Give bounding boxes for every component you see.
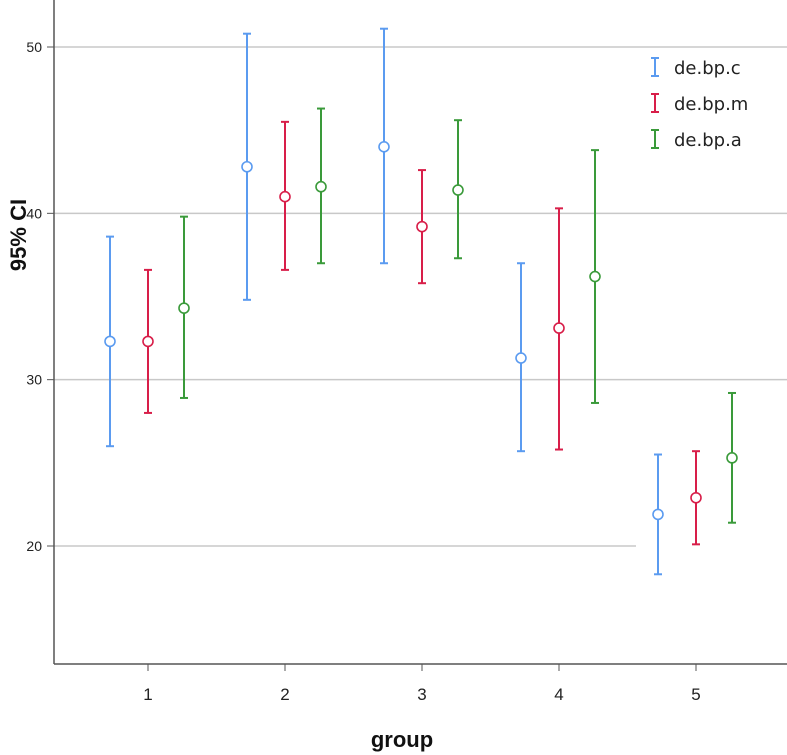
mean-marker-de.bp.c-4 — [515, 352, 527, 364]
legend-label-de.bp.a: de.bp.a — [674, 130, 742, 151]
mean-marker-de.bp.a-4 — [589, 270, 601, 283]
legend: de.bp.c de.bp.m de.bp.a — [651, 57, 748, 151]
mean-marker-de.bp.a-2 — [315, 180, 327, 193]
x-tick-label-4: 4 — [554, 685, 563, 704]
x-tick-label-1: 1 — [143, 685, 152, 704]
x-tick-label-2: 2 — [280, 685, 289, 704]
y-tick-label-40: 40 — [26, 205, 42, 221]
x-axis-title: group — [371, 727, 433, 752]
legend-label-de.bp.m: de.bp.m — [674, 94, 748, 115]
x-tick-label-5: 5 — [691, 685, 700, 704]
legend-label-de.bp.c: de.bp.c — [674, 58, 741, 79]
mean-marker-de.bp.c-2 — [241, 160, 253, 173]
mean-marker-de.bp.m-5 — [690, 491, 702, 504]
mean-marker-de.bp.m-1 — [142, 335, 154, 348]
legend-item-de.bp.c: de.bp.c — [651, 57, 741, 79]
gridlines — [54, 46, 787, 547]
error-bars — [104, 27, 738, 576]
y-tick-label-50: 50 — [26, 39, 42, 55]
mean-marker-de.bp.c-3 — [378, 141, 390, 153]
y-tick-label-30: 30 — [26, 372, 42, 388]
mean-marker-de.bp.m-2 — [279, 190, 291, 203]
series-de.bp.c — [104, 27, 664, 576]
x-axis-ticks: 1 2 3 4 5 — [143, 664, 701, 704]
mean-marker-de.bp.c-5 — [652, 508, 664, 521]
mean-marker-de.bp.a-5 — [726, 452, 738, 464]
series-de.bp.a — [178, 107, 738, 524]
y-axis-ticks: 20 30 40 50 — [26, 39, 54, 554]
legend-item-de.bp.m: de.bp.m — [651, 93, 748, 115]
mean-marker-de.bp.c-1 — [104, 335, 116, 348]
x-tick-label-3: 3 — [417, 685, 426, 704]
mean-marker-de.bp.m-3 — [416, 220, 428, 233]
mean-marker-de.bp.a-3 — [452, 184, 464, 196]
mean-marker-de.bp.a-1 — [178, 302, 190, 314]
y-axis-title: 95% CI — [6, 199, 31, 271]
legend-item-de.bp.a: de.bp.a — [651, 129, 742, 151]
y-tick-label-20: 20 — [26, 538, 42, 554]
mean-marker-de.bp.m-4 — [553, 322, 565, 334]
series-de.bp.m — [142, 120, 702, 546]
